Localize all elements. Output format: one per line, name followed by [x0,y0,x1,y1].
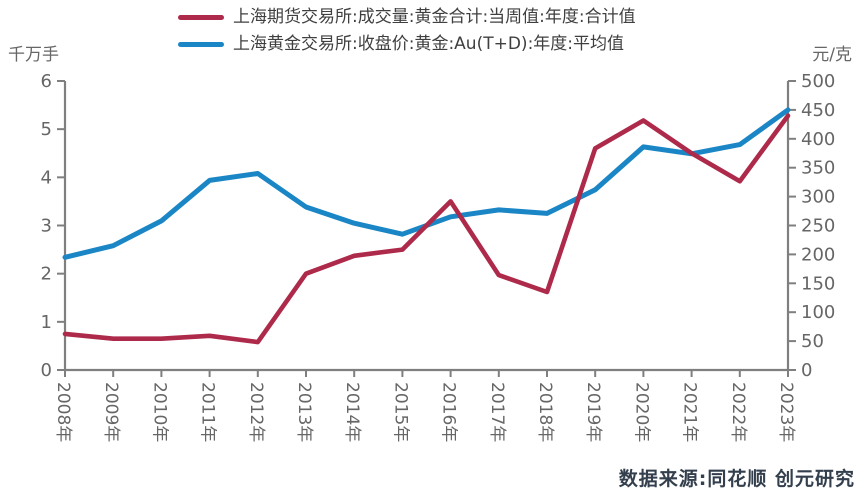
x-axis-year-label: 2021年 [680,382,700,442]
left-axis-tick-label: 2 [41,264,52,285]
legend-item-gold-price: 上海黄金交易所:收盘价:黄金:Au(T+D):年度:平均值 [178,34,636,54]
x-axis-year-label: 2014年 [342,382,362,442]
left-axis-tick-label: 5 [41,119,52,140]
left-axis-tick-label: 6 [41,71,52,92]
right-axis-tick-label: 300 [801,187,835,208]
left-axis-tick-label: 1 [41,312,52,333]
right-axis-tick-label: 400 [801,129,835,150]
right-axis-tick-label: 50 [801,331,824,352]
x-axis-year-label: 2011年 [198,382,218,442]
x-axis-year-label: 2012年 [246,382,266,442]
legend-label-gold-price: 上海黄金交易所:收盘价:黄金:Au(T+D):年度:平均值 [233,34,625,54]
left-axis-tick-label: 4 [41,167,52,188]
x-axis-year-label: 2010年 [149,382,169,442]
x-axis-year-label: 2016年 [439,382,459,442]
x-axis-year-label: 2013年 [294,382,314,442]
x-axis-year-label: 2017年 [487,382,507,442]
legend-swatch-red [178,14,224,20]
line-futures-volume [62,113,791,345]
x-axis-year-label: 2009年 [101,382,121,442]
x-axis-year-label: 2008年 [53,382,73,442]
chart-legend: 上海期货交易所:成交量:黄金合计:当周值:年度:合计值 上海黄金交易所:收盘价:… [178,7,636,54]
right-axis-tick-label: 250 [801,216,835,237]
left-axis-unit: 千万手 [8,45,59,65]
left-axis-tick-label: 3 [41,216,52,237]
data-source-note: 数据来源:同花顺 创元研究 [618,468,855,490]
right-axis-tick-label: 500 [801,71,835,92]
right-axis-tick-label: 200 [801,244,835,265]
legend-item-futures-volume: 上海期货交易所:成交量:黄金合计:当周值:年度:合计值 [178,7,636,27]
right-axis-tick-label: 0 [801,360,812,381]
x-axis-year-label: 2019年 [583,382,603,442]
right-axis-unit: 元/克 [812,45,852,65]
x-axis-year-label: 2015年 [390,382,410,442]
left-axis-tick-label: 0 [41,360,52,381]
right-axis-tick-label: 350 [801,158,835,179]
legend-label-futures-volume: 上海期货交易所:成交量:黄金合计:当周值:年度:合计值 [233,7,636,27]
x-axis-year-label: 2018年 [535,382,555,442]
right-axis-tick-label: 100 [801,302,835,323]
x-axis-year-label: 2020年 [631,382,651,442]
x-axis-year-label: 2022年 [728,382,748,442]
line-gold-closing-price [62,107,791,260]
x-axis-year-label: 2023年 [776,382,796,442]
right-axis-tick-label: 450 [801,100,835,121]
right-axis-tick-label: 150 [801,273,835,294]
legend-swatch-blue [178,41,224,47]
